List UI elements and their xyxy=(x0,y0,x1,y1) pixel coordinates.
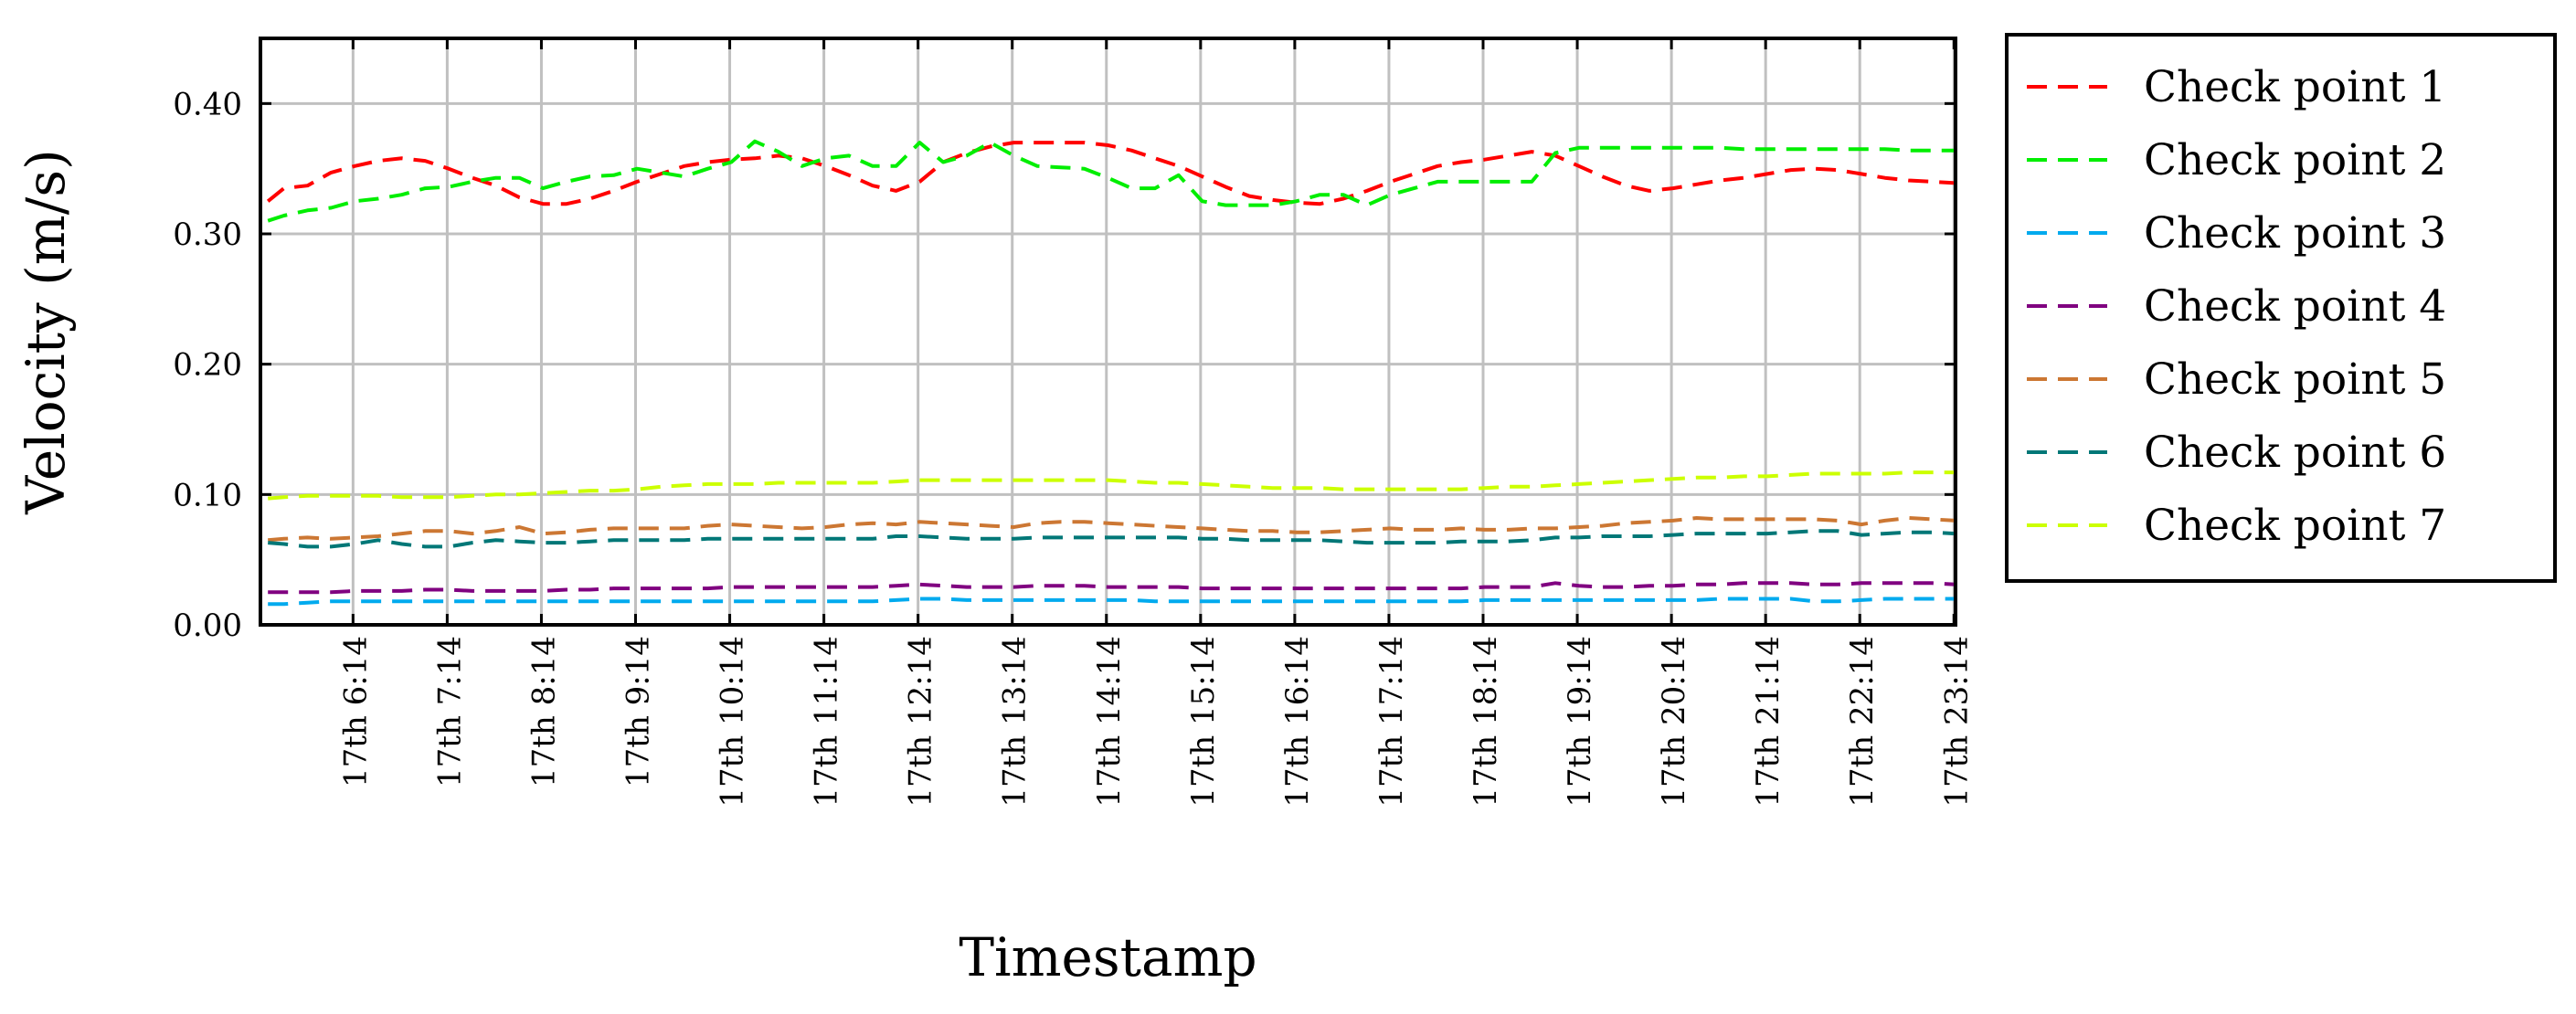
legend-label: Check point 2 xyxy=(2144,135,2446,185)
series-line-1 xyxy=(266,141,1956,206)
y-tick-label: 0.00 xyxy=(173,607,242,644)
x-tick-label: 17th 8:14 xyxy=(525,636,562,787)
x-tick-label: 17th 6:14 xyxy=(337,636,374,787)
legend-label: Check point 5 xyxy=(2144,354,2446,405)
x-tick-label: 17th 10:14 xyxy=(715,636,751,808)
series-line-5 xyxy=(268,516,1956,543)
x-tick-label: 17th 17:14 xyxy=(1373,636,1410,808)
y-tick-label: 0.40 xyxy=(173,86,242,122)
legend-item: Check point 1 xyxy=(2027,62,2446,112)
legend-label: Check point 7 xyxy=(2144,501,2446,551)
series-line-6 xyxy=(268,529,1956,549)
legend-item: Check point 6 xyxy=(2027,428,2446,478)
x-tick-label: 17th 20:14 xyxy=(1656,636,1692,808)
legend-items: Check point 1 Check point 2 Check point 3 C… xyxy=(2027,62,2446,551)
x-tick-label: 17th 13:14 xyxy=(997,636,1034,808)
x-axis-ticks: 17th 6:14 17th 7:14 17th 8:14 17th 9:14 17th… xyxy=(337,38,1975,808)
series-line-3 xyxy=(268,597,1956,607)
legend: Check point 1 Check point 2 Check point 3 C… xyxy=(2005,33,2557,583)
y-axis-title: Velocity (m/s) xyxy=(15,149,77,514)
series-line-4 xyxy=(268,581,1956,595)
legend-item: Check point 7 xyxy=(2027,501,2446,551)
x-axis-title: Timestamp xyxy=(959,926,1256,988)
x-tick-label: 17th 22:14 xyxy=(1844,636,1881,808)
legend-label: Check point 4 xyxy=(2144,281,2446,332)
series-line-7 xyxy=(268,470,1956,501)
x-tick-label: 17th 21:14 xyxy=(1750,636,1786,808)
plot-frame xyxy=(259,37,1957,627)
x-tick-label: 17th 9:14 xyxy=(620,636,657,787)
x-tick-label: 17th 16:14 xyxy=(1279,636,1316,808)
legend-label: Check point 1 xyxy=(2144,62,2446,112)
series-lines xyxy=(266,139,1956,607)
x-tick-label: 17th 7:14 xyxy=(431,636,468,787)
y-tick-label: 0.20 xyxy=(173,347,242,384)
x-tick-label: 17th 14:14 xyxy=(1091,636,1128,808)
legend-item: Check point 3 xyxy=(2027,208,2446,259)
series-line-2 xyxy=(267,139,1956,223)
x-tick-label: 17th 15:14 xyxy=(1185,636,1222,808)
x-tick-label: 17th 11:14 xyxy=(809,636,845,808)
x-tick-label: 17th 19:14 xyxy=(1562,636,1598,808)
legend-item: Check point 4 xyxy=(2027,281,2446,332)
x-tick-label: 17th 23:14 xyxy=(1938,636,1975,808)
x-tick-label: 17th 12:14 xyxy=(903,636,939,808)
legend-label: Check point 6 xyxy=(2144,428,2446,478)
y-tick-label: 0.30 xyxy=(173,217,242,253)
legend-item: Check point 2 xyxy=(2027,135,2446,185)
x-tick-label: 17th 18:14 xyxy=(1468,636,1504,808)
y-tick-label: 0.10 xyxy=(173,477,242,513)
y-axis-ticks: 0.00 0.10 0.20 0.30 0.40 xyxy=(173,86,1956,644)
legend-item: Check point 5 xyxy=(2027,354,2446,405)
legend-label: Check point 3 xyxy=(2144,208,2446,259)
